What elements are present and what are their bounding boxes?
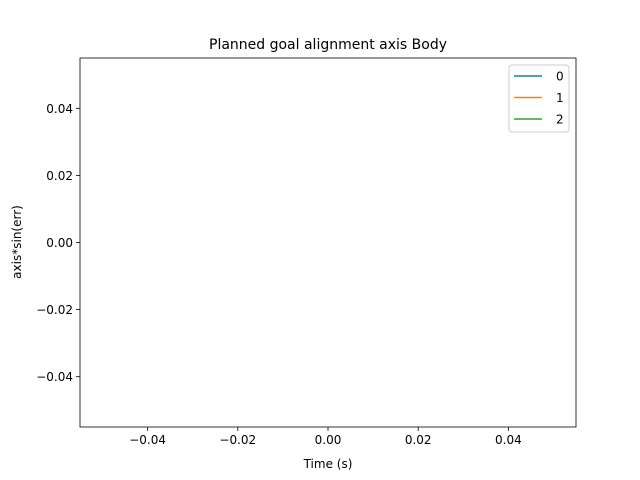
y-tick-label: 0.02 — [46, 169, 73, 183]
x-tick-label: −0.02 — [219, 433, 256, 447]
y-axis-ticks: 0.04 0.02 0.00 −0.02 −0.04 — [36, 102, 80, 384]
y-tick-label: −0.02 — [36, 303, 73, 317]
legend-entries: 0 1 2 — [514, 70, 564, 127]
y-tick-label: −0.04 — [36, 370, 73, 384]
legend-box — [508, 64, 570, 133]
y-tick-label: 0.04 — [46, 102, 73, 116]
legend: 0 1 2 — [508, 64, 570, 133]
y-tick-label: 0.00 — [46, 236, 73, 250]
x-tick-label: −0.04 — [129, 433, 166, 447]
x-axis-label: Time (s) — [303, 457, 353, 471]
y-axis-label: axis*sin(err) — [10, 205, 24, 279]
x-tick-label: 0.00 — [315, 433, 342, 447]
legend-label-2: 2 — [556, 113, 564, 127]
x-axis-ticks: −0.04 −0.02 0.00 0.02 0.04 — [129, 427, 522, 447]
x-tick-label: 0.02 — [405, 433, 432, 447]
legend-label-0: 0 — [556, 70, 564, 84]
x-tick-label: 0.04 — [495, 433, 522, 447]
chart-title: Planned goal alignment axis Body — [209, 37, 447, 53]
legend-label-1: 1 — [556, 91, 564, 105]
